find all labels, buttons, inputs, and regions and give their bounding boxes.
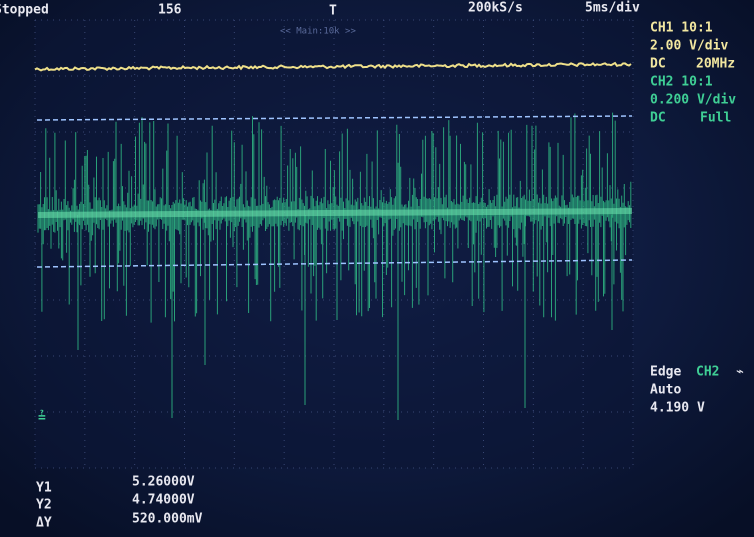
trigger-position-marker: T — [329, 4, 337, 19]
run-state: Stopped — [0, 3, 49, 18]
ch1-coupling: DC — [650, 57, 666, 72]
cursor-name: ΔY — [36, 516, 52, 531]
trigger-type: Edge — [650, 365, 681, 380]
trigger-source: CH2 — [696, 365, 719, 380]
ch1-scale: 2.00 V/div — [650, 39, 728, 54]
timebase: 5ms/div — [585, 1, 640, 16]
ch2-coupling: DC — [650, 111, 666, 126]
cursor-y1-line — [36, 115, 633, 121]
ch1-label: CH1 10:1 — [650, 21, 713, 36]
trigger-mode: Auto — [650, 383, 681, 398]
ch2-label: CH2 10:1 — [650, 75, 713, 90]
trigger-level: 4.190 V — [650, 401, 705, 416]
acquisition-count: 156 — [158, 3, 182, 18]
trigger-slope-icon: ⌁ — [736, 365, 744, 380]
waveforms — [34, 61, 633, 420]
cursor-value: 520.000mV — [132, 512, 203, 527]
zoom-indicator: << Main:10k >> — [280, 27, 356, 37]
cursor-value: 4.74000V — [132, 493, 195, 508]
cursor-value: 5.26000V — [132, 475, 195, 490]
ch2-bandwidth: Full — [700, 111, 731, 126]
ch1-bandwidth: 20MHz — [696, 57, 735, 72]
ch2-ground-marker: ≟ — [38, 410, 46, 426]
cursor-name: Y2 — [36, 498, 52, 513]
sample-rate: 200kS/s — [468, 1, 523, 16]
cursor-name: Y1 — [36, 481, 52, 496]
ch2-trace-core — [37, 208, 633, 218]
ch1-trace — [34, 61, 632, 72]
cursor-y2-line — [36, 259, 633, 268]
ch2-scale: 0.200 V/div — [650, 93, 736, 108]
